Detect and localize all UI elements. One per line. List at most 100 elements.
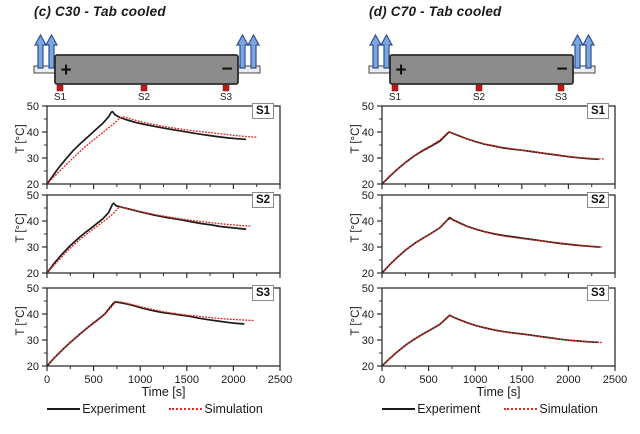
sensor-label-s1: S1 (54, 92, 67, 103)
panel-c30: (c) C30 - Tab cooled + − S1 S2 S3 T [°C]… (0, 0, 305, 434)
plot-frame (46, 194, 281, 274)
plot-c-s2: 20 30 40 50 (27, 190, 281, 280)
plot-d-s1: 20 30 40 50 (362, 101, 616, 191)
sensor-marker (56, 84, 64, 92)
battery-plus-terminal: + (395, 60, 406, 81)
battery-diagram-c: + − S1 S2 S3 (33, 33, 261, 103)
x-tick-label: 2500 (268, 374, 292, 386)
simulation-curve (46, 206, 253, 274)
battery-minus-terminal: − (221, 59, 232, 80)
experiment-curve (381, 131, 600, 185)
simulation-line-swatch (169, 408, 203, 410)
legend-item-simulation: Simulation (504, 402, 598, 416)
panel-c70: (d) C70 - Tab cooled + − S1 S2 S3 T [°C]… (335, 0, 640, 434)
plot-frame (381, 194, 616, 274)
legend-item-experiment: Experiment (382, 402, 480, 416)
y-tick-label: 20 (27, 268, 39, 280)
sensor-label-s2: S2 (473, 92, 486, 103)
y-axis-label: T [°C] (15, 306, 27, 336)
plot-c-s1: 20 30 40 50 (27, 101, 281, 191)
y-tick-label: 50 (362, 283, 374, 295)
y-tick-label: 40 (27, 127, 39, 139)
y-tick-label: 50 (27, 101, 39, 113)
y-tick-label: 30 (27, 335, 39, 347)
plot-block-d-s1: T [°C] 20 30 40 50 S1 (335, 101, 640, 191)
legend-label-simulation: Simulation (539, 402, 598, 416)
y-tick-label: 30 (362, 242, 374, 254)
battery-plus-terminal: + (60, 60, 71, 81)
sensor-label-s3: S3 (555, 92, 568, 103)
x-tick-label: 2000 (556, 374, 580, 386)
legend-d: Experiment Simulation (355, 402, 625, 416)
simulation-curve (381, 131, 605, 185)
plot-block-d-s2: T [°C] 20 30 40 50 S2 (335, 190, 640, 280)
y-axis-label: T [°C] (350, 124, 362, 154)
coolant-arrow-icon (235, 33, 250, 69)
y-tick-label: 40 (27, 309, 39, 321)
coolant-arrow-icon (44, 33, 59, 69)
y-axis-label: T [°C] (15, 213, 27, 243)
plot-block-d-s3: T [°C] 20 30 40 50 0 500 1000 1500 2000 2500 S3 (335, 283, 640, 386)
experiment-curve (46, 300, 245, 367)
sensor-marker (391, 84, 399, 92)
plot-frame (381, 287, 616, 367)
legend-label-experiment: Experiment (417, 402, 481, 416)
plot-block-c-s2: T [°C] 20 30 40 50 S2 (0, 190, 305, 280)
legend-item-simulation: Simulation (169, 402, 263, 416)
x-tick-label: 2500 (603, 374, 627, 386)
y-tick-label: 30 (27, 153, 39, 165)
sensor-label-s1: S1 (389, 92, 402, 103)
x-tick-label: 2000 (221, 374, 245, 386)
plot-frame (46, 105, 281, 185)
x-tick-label: 500 (419, 374, 437, 386)
experiment-line-swatch (47, 408, 81, 410)
battery-cell (54, 54, 239, 85)
simulation-curve (381, 314, 604, 367)
sensor-label-s3: S3 (220, 92, 233, 103)
battery-cell (389, 54, 574, 85)
y-tick-label: 20 (362, 179, 374, 191)
battery-minus-terminal: − (556, 59, 567, 80)
x-tick-label: 500 (84, 374, 102, 386)
y-tick-label: 20 (362, 361, 374, 373)
simulation-curve (46, 115, 257, 185)
sensor-marker (222, 84, 230, 92)
sensor-tag-s1: S1 (252, 103, 275, 119)
plot-block-c-s3: T [°C] 20 30 40 50 0 500 1000 1500 2000 2500 S3 (0, 283, 305, 386)
y-tick-label: 20 (27, 361, 39, 373)
y-tick-label: 40 (362, 216, 374, 228)
simulation-curve (381, 218, 603, 274)
panel-title-d: (d) C70 - Tab cooled (369, 4, 502, 19)
coolant-arrow-icon (368, 33, 383, 69)
sensor-marker (557, 84, 565, 92)
y-tick-label: 40 (27, 216, 39, 228)
x-tick-label: 1500 (175, 374, 199, 386)
y-axis-label: T [°C] (15, 124, 27, 154)
sensor-tag-s2: S2 (587, 192, 610, 208)
coolant-arrow-icon (33, 33, 48, 69)
y-tick-label: 30 (362, 153, 374, 165)
y-tick-label: 30 (27, 242, 39, 254)
y-tick-label: 50 (362, 190, 374, 202)
x-axis-label: Time [s] (141, 385, 186, 399)
x-tick-label: 1000 (463, 374, 487, 386)
sensor-tag-s1: S1 (587, 103, 610, 119)
sensor-tag-s2: S2 (252, 192, 275, 208)
y-tick-label: 20 (27, 179, 39, 191)
plot-frame (46, 287, 281, 367)
x-axis-label: Time [s] (476, 385, 521, 399)
sensor-marker (475, 84, 483, 92)
legend-c: Experiment Simulation (20, 402, 290, 416)
y-tick-label: 50 (27, 190, 39, 202)
coolant-arrow-icon (379, 33, 394, 69)
x-tick-label: 1500 (510, 374, 534, 386)
y-tick-label: 50 (27, 283, 39, 295)
y-tick-label: 20 (362, 268, 374, 280)
x-tick-label: 0 (44, 374, 50, 386)
coolant-arrow-icon (570, 33, 585, 69)
y-tick-label: 30 (362, 335, 374, 347)
simulation-curve (46, 300, 256, 367)
